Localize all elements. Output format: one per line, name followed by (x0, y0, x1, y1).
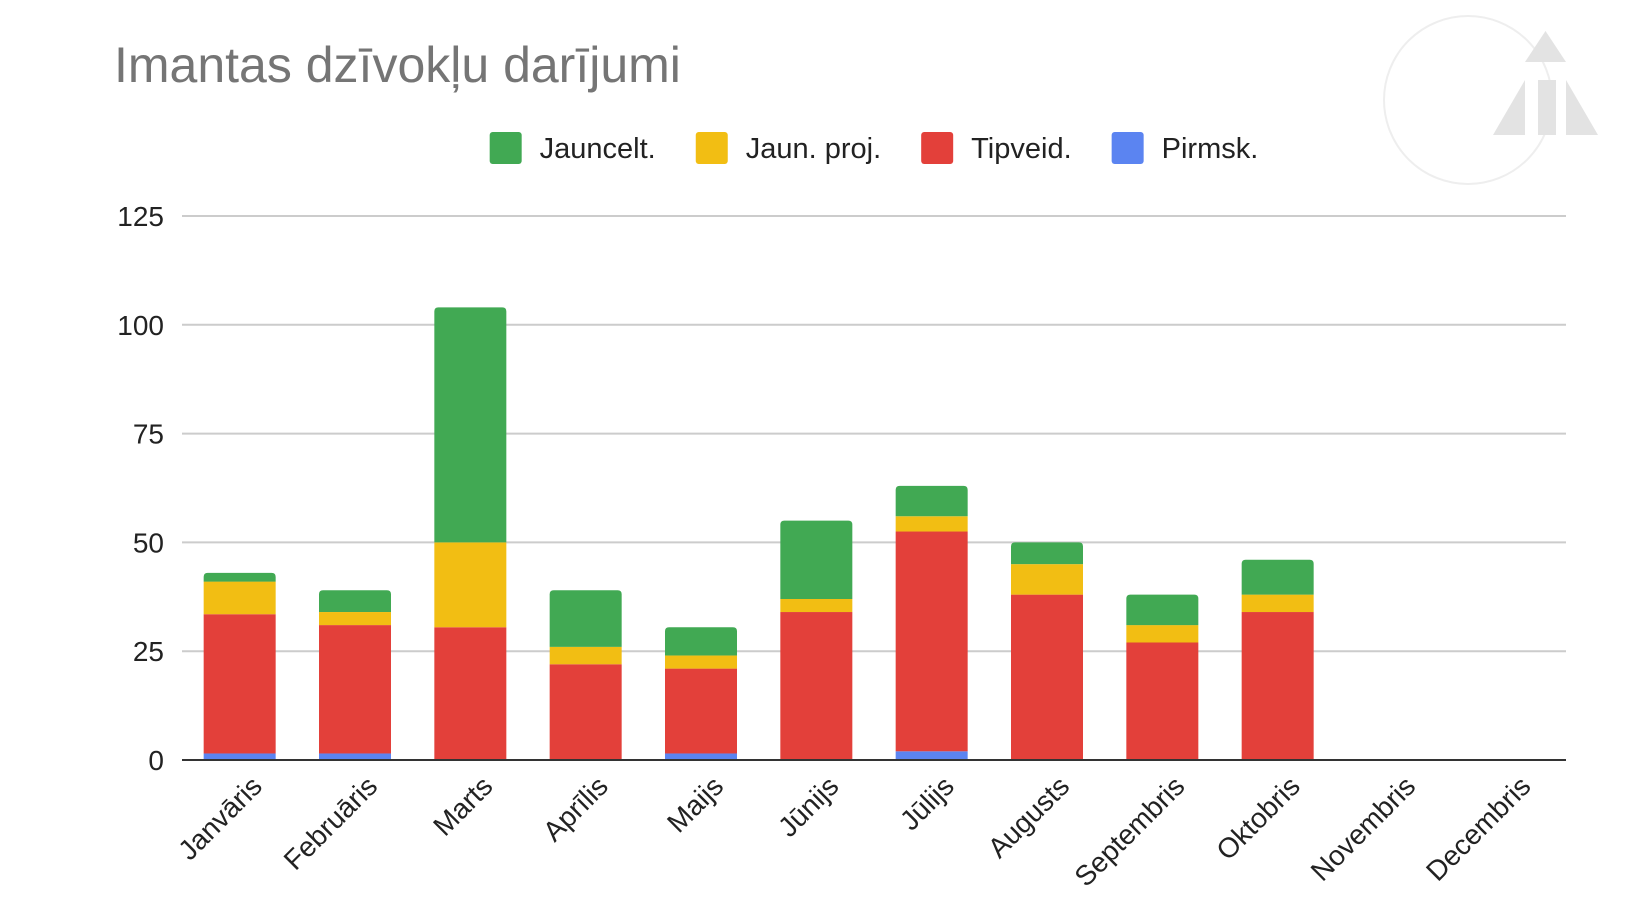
bar-segment-pirmsk (895, 751, 968, 760)
bar-segment-jaunproj (203, 581, 276, 615)
bar-segment-jauncelt (434, 307, 507, 543)
x-tick-label: Septembris (1069, 770, 1191, 892)
x-tick-label: Jūlijs (894, 770, 960, 836)
legend-swatch (489, 132, 522, 164)
bar-segment-jaunproj (319, 612, 391, 626)
x-tick-label: Janvāris (172, 770, 268, 866)
bar-segment-jaunproj (780, 598, 853, 613)
bar-segment-tipveid (319, 625, 391, 754)
x-tick-label: Decembris (1420, 770, 1537, 887)
y-tick-label: 100 (117, 310, 164, 341)
bar-segment-jauncelt (1126, 594, 1199, 626)
bar-segment-jaunproj (1241, 594, 1314, 613)
logo-watermark-icon (1383, 15, 1598, 185)
bar-segment-jaunproj (434, 542, 507, 628)
x-tick-label: Oktobris (1210, 770, 1306, 866)
chart-title: Imantas dzīvokļu darījumi (114, 37, 681, 93)
legend-label: Tipveid. (971, 133, 1071, 165)
bar-segment-tipveid (1011, 594, 1083, 760)
legend-label: Jaun. proj. (746, 133, 881, 165)
y-tick-label: 125 (117, 201, 164, 232)
x-tick-label: Marts (427, 770, 498, 841)
x-tick-label: Maijs (661, 770, 729, 838)
bar-segment-jauncelt (549, 590, 622, 647)
bar-segment-jaunproj (549, 646, 622, 665)
bar-segment-jauncelt (203, 572, 276, 582)
y-tick-label: 75 (133, 419, 164, 450)
bar-segment-jauncelt (1241, 559, 1314, 595)
bar-segment-jaunproj (895, 516, 968, 532)
bar-segment-tipveid (780, 612, 853, 760)
x-tick-label: Augusts (982, 770, 1075, 863)
bar-segment-jaunproj (665, 655, 737, 669)
x-tick-label: Aprīlis (537, 770, 614, 847)
legend-swatch (695, 132, 728, 164)
bar-segment-pirmsk (319, 753, 391, 760)
bar-segment-tipveid (203, 614, 276, 754)
bar-segment-tipveid (1126, 642, 1199, 760)
bar-segment-jauncelt (895, 485, 968, 517)
bar-segment-jauncelt (780, 520, 853, 599)
y-tick-label: 50 (133, 527, 164, 558)
x-tick-label: Februāris (278, 770, 384, 876)
bar-segment-tipveid (434, 627, 507, 760)
bar-segment-tipveid (895, 531, 968, 752)
bar-segment-jauncelt (665, 627, 737, 656)
y-tick-label: 25 (133, 636, 164, 667)
legend-label: Pirmsk. (1162, 133, 1259, 165)
bar-segment-jaunproj (1011, 564, 1083, 595)
bar-segment-jauncelt (1011, 542, 1083, 565)
bar-segment-pirmsk (665, 753, 737, 760)
legend-swatch (1111, 132, 1144, 164)
y-tick-label: 0 (148, 745, 164, 776)
bar-segment-pirmsk (203, 753, 276, 760)
bar-segment-jauncelt (319, 590, 391, 613)
bar-segment-tipveid (1241, 612, 1314, 760)
x-tick-label: Novembris (1305, 770, 1422, 887)
legend-label: Jauncelt. (540, 133, 656, 165)
bar-segment-tipveid (665, 668, 737, 754)
x-tick-label: Jūnijs (772, 770, 845, 843)
bar-segment-jaunproj (1126, 625, 1199, 643)
legend-swatch (921, 132, 954, 164)
bar-segment-tipveid (549, 664, 622, 760)
